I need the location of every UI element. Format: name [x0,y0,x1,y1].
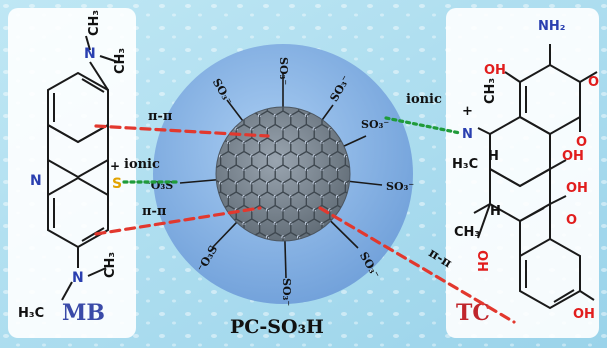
so3-group-top: SO₃⁻ [277,57,290,85]
ionic-label-left: ionic [124,157,160,172]
mb-ch3-top-a: CH₃ [87,10,102,36]
tc-plus: + [462,104,473,119]
tc-o-amide: O [588,75,599,90]
pi-pi-line-top [94,124,270,138]
pi-pi-line-bottom [94,206,262,236]
tc-molecule [473,44,598,310]
ionic-label-right: ionic [406,92,442,107]
tc-oh-2: OH [562,149,584,164]
lattice-hexagon [298,231,315,241]
tc-nh2: NH₂ [538,19,565,34]
so3-group-right: SO₃⁻ [386,180,414,193]
pc-so3h-particle: SO₃⁻ SO₃⁻ SO₃⁻ SO₃⁻ SO₃⁻ ⁻O₃S ⁻O₃S SO₃⁻ … [145,44,414,306]
tc-h-2: H [490,204,501,219]
tc-ho: HO [477,250,492,272]
tc-h3c-n: H₃C [452,157,478,172]
tc-ch3: CH₃ [454,225,480,240]
pi-pi-label-bottom: π-π [142,204,167,219]
tc-oh-4: OH [573,307,595,322]
tc-o-ketone-2: O [566,213,577,228]
interaction-lines [94,116,516,324]
lattice-hexagon [266,231,284,241]
so3-group-right-upper: SO₃⁻ [361,118,389,131]
mb-s-plus: S [112,176,122,192]
mb-molecule [47,35,119,301]
tc-panel [446,8,599,338]
so3-group-bottom: SO₃⁻ [280,278,293,306]
tc-n: N [462,127,473,142]
lattice-hexagon [282,231,300,241]
tc-oh-3: OH [566,181,588,196]
tc-o-ketone: O [576,135,587,150]
mb-label: MB [62,300,105,326]
mb-n-bottom: N [72,270,84,286]
mb-ch3-bottom: CH₃ [103,252,118,278]
tc-ch3-n: CH₃ [483,78,498,104]
mb-ch3-top-b: CH₃ [113,48,128,74]
tc-oh-1: OH [484,63,506,78]
mb-plus: + [110,159,120,173]
pi-pi-line-right [318,206,516,324]
carbon-core [216,107,350,241]
lattice-hexagon [251,231,268,241]
mb-n-ring: N [30,173,42,189]
graphene-lattice [216,107,350,241]
mb-h3c: H₃C [18,306,44,321]
pi-pi-label-top: π-π [148,109,173,124]
mb-n-top: N [84,46,96,62]
tc-label: TC [456,300,490,326]
center-label: PC-SO₃H [230,316,324,338]
tc-h-1: H [488,149,499,164]
ionic-line-right [384,116,462,135]
